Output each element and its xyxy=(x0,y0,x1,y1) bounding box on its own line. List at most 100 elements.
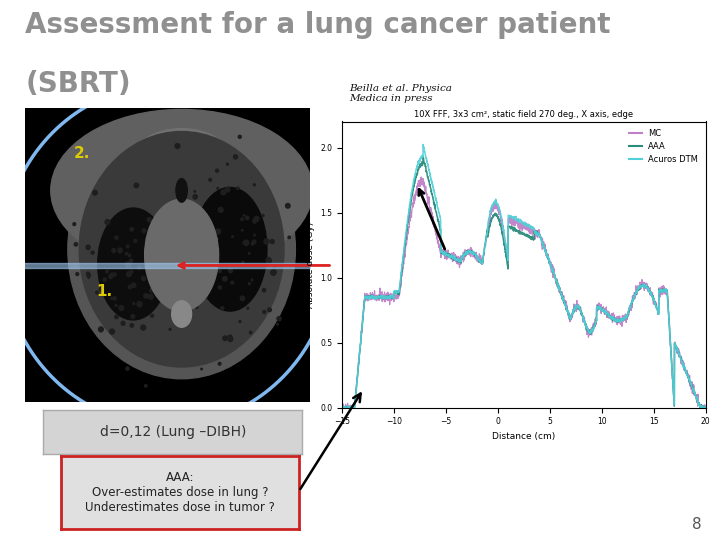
Ellipse shape xyxy=(218,362,221,365)
Ellipse shape xyxy=(209,225,213,228)
Ellipse shape xyxy=(243,215,245,216)
Ellipse shape xyxy=(253,219,256,223)
Ellipse shape xyxy=(106,271,108,273)
AAA xyxy=(338,404,346,411)
Ellipse shape xyxy=(228,269,233,273)
Ellipse shape xyxy=(119,306,124,310)
Ellipse shape xyxy=(142,276,145,281)
Ellipse shape xyxy=(228,336,233,341)
Ellipse shape xyxy=(113,273,116,276)
Ellipse shape xyxy=(128,285,132,289)
Ellipse shape xyxy=(186,270,190,274)
Ellipse shape xyxy=(239,320,241,322)
Ellipse shape xyxy=(93,191,97,195)
Ellipse shape xyxy=(109,275,112,279)
Ellipse shape xyxy=(169,328,171,330)
Acuros DTM xyxy=(419,141,428,148)
MC xyxy=(701,404,710,411)
Ellipse shape xyxy=(103,278,107,281)
Acuros DTM xyxy=(505,213,513,219)
Ellipse shape xyxy=(125,253,127,255)
Ellipse shape xyxy=(251,279,253,281)
Text: d=0,12 (Lung –DIBH): d=0,12 (Lung –DIBH) xyxy=(99,425,246,439)
Ellipse shape xyxy=(212,245,217,250)
Ellipse shape xyxy=(118,248,122,253)
Ellipse shape xyxy=(232,236,233,238)
MC xyxy=(338,403,346,410)
Ellipse shape xyxy=(178,228,182,233)
Ellipse shape xyxy=(199,264,202,266)
Ellipse shape xyxy=(186,221,189,224)
Ellipse shape xyxy=(174,295,177,298)
Ellipse shape xyxy=(98,208,168,320)
Ellipse shape xyxy=(241,218,243,220)
AAA xyxy=(505,224,514,230)
Ellipse shape xyxy=(225,187,230,192)
Text: Beilla et al. Physica
Medica in press: Beilla et al. Physica Medica in press xyxy=(349,84,452,103)
Ellipse shape xyxy=(76,273,78,275)
Ellipse shape xyxy=(88,277,89,278)
MC xyxy=(417,174,426,180)
Ellipse shape xyxy=(197,239,199,241)
Ellipse shape xyxy=(247,307,248,309)
Ellipse shape xyxy=(262,288,266,292)
Ellipse shape xyxy=(271,270,276,274)
Acuros DTM xyxy=(701,404,710,410)
Ellipse shape xyxy=(105,220,110,225)
Ellipse shape xyxy=(86,245,90,249)
Acuros DTM xyxy=(515,219,523,226)
Ellipse shape xyxy=(197,264,199,267)
Ellipse shape xyxy=(241,230,243,231)
Ellipse shape xyxy=(277,316,281,321)
Ellipse shape xyxy=(271,270,276,275)
Line: Acuros DTM: Acuros DTM xyxy=(342,145,706,408)
Ellipse shape xyxy=(134,183,139,188)
Ellipse shape xyxy=(141,325,145,330)
Ellipse shape xyxy=(267,259,271,264)
Acuros DTM xyxy=(624,309,633,315)
Ellipse shape xyxy=(188,210,192,213)
MC xyxy=(691,391,700,397)
Ellipse shape xyxy=(215,169,219,172)
Ellipse shape xyxy=(236,187,239,190)
Ellipse shape xyxy=(149,276,153,280)
Ellipse shape xyxy=(196,273,201,278)
Ellipse shape xyxy=(263,310,266,313)
Ellipse shape xyxy=(254,234,256,236)
Ellipse shape xyxy=(127,273,128,275)
Ellipse shape xyxy=(254,217,259,221)
AAA xyxy=(515,228,523,235)
Ellipse shape xyxy=(208,273,212,278)
AAA xyxy=(691,392,700,398)
Line: MC: MC xyxy=(342,177,706,408)
Ellipse shape xyxy=(233,155,238,159)
Ellipse shape xyxy=(193,194,197,199)
Ellipse shape xyxy=(91,251,94,254)
MC xyxy=(515,222,523,229)
Ellipse shape xyxy=(126,367,129,370)
MC xyxy=(356,340,365,346)
Ellipse shape xyxy=(274,264,276,267)
Ellipse shape xyxy=(130,323,134,327)
Ellipse shape xyxy=(249,332,252,334)
Ellipse shape xyxy=(130,271,133,273)
Ellipse shape xyxy=(192,255,195,259)
Ellipse shape xyxy=(131,315,135,319)
Ellipse shape xyxy=(238,136,241,138)
Ellipse shape xyxy=(128,254,131,256)
Ellipse shape xyxy=(96,291,99,294)
Ellipse shape xyxy=(201,288,204,292)
Ellipse shape xyxy=(86,272,89,275)
Ellipse shape xyxy=(153,241,155,244)
Ellipse shape xyxy=(171,301,192,327)
Text: 8: 8 xyxy=(693,517,702,532)
Text: AAA:
Over-estimates dose in lung ?
Underestimates dose in tumor ?: AAA: Over-estimates dose in lung ? Under… xyxy=(85,471,275,514)
Ellipse shape xyxy=(201,368,202,370)
Ellipse shape xyxy=(138,266,141,269)
Ellipse shape xyxy=(114,315,118,319)
Ellipse shape xyxy=(286,204,290,208)
Ellipse shape xyxy=(166,294,168,296)
Y-axis label: Absolute dose (Gy): Absolute dose (Gy) xyxy=(305,221,315,308)
Ellipse shape xyxy=(276,323,279,325)
Ellipse shape xyxy=(266,258,271,262)
